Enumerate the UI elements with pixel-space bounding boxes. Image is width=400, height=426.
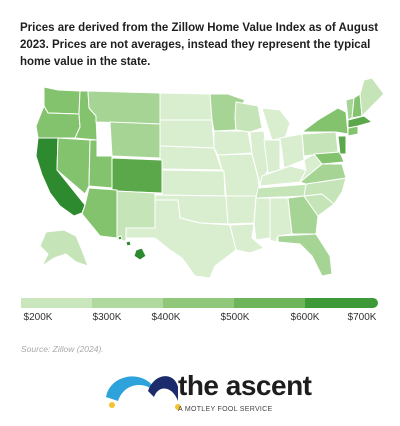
state-wyoming — [109, 121, 161, 159]
logo-left-arch — [106, 376, 154, 401]
state-colorado — [111, 157, 163, 194]
state-massachusetts — [347, 115, 373, 129]
state-new-york — [301, 107, 349, 135]
state-texas — [125, 199, 237, 278]
legend-tick-label: $200K — [23, 312, 53, 323]
state-florida — [277, 233, 333, 277]
source-note: Source: Zillow (2024). — [21, 344, 104, 354]
brand-name: the ascent — [178, 370, 312, 401]
state-wisconsin — [234, 101, 263, 133]
logo-right-arch — [148, 376, 178, 401]
logo-dot-left — [109, 402, 115, 408]
state-alaska — [39, 229, 89, 267]
legend-tick-label: $400K — [151, 312, 181, 323]
state-iowa — [213, 130, 253, 156]
brand-tagline: A MOTLEY FOOL SERVICE — [178, 406, 273, 413]
legend-tick-label: $600K — [290, 312, 320, 323]
state-michigan — [261, 107, 291, 141]
map-description: Prices are derived from the Zillow Home … — [20, 22, 379, 68]
legend-tick-labels: $200K $300K $400K $500K $600K $700K — [0, 312, 400, 326]
legend-segment — [92, 298, 163, 308]
state-kansas — [161, 169, 226, 197]
state-nevada — [56, 137, 91, 195]
state-nebraska — [159, 145, 223, 171]
state-north-dakota — [159, 92, 213, 121]
state-hawaii — [117, 235, 147, 261]
legend-tick-label: $300K — [92, 312, 122, 323]
logo-dot-right — [175, 404, 181, 410]
state-maine — [359, 78, 385, 117]
legend-segment — [163, 298, 234, 308]
legend-segment — [234, 298, 305, 308]
ascent-logo-mark — [106, 376, 181, 410]
us-states-map — [35, 78, 385, 278]
legend-segment — [21, 298, 92, 308]
state-ohio — [279, 133, 305, 169]
legend-tick-label: $500K — [220, 312, 250, 323]
state-arizona — [81, 187, 118, 239]
state-mississippi — [253, 197, 271, 241]
legend-tick-label: $700K — [347, 312, 377, 323]
state-utah — [88, 139, 113, 189]
state-arkansas — [225, 195, 257, 225]
state-montana — [87, 90, 161, 125]
legend-segment — [305, 298, 378, 308]
legend-color-bar — [21, 298, 378, 308]
state-maryland — [313, 151, 345, 165]
state-washington — [43, 86, 81, 115]
state-south-dakota — [159, 119, 215, 149]
state-new-jersey — [337, 135, 347, 155]
